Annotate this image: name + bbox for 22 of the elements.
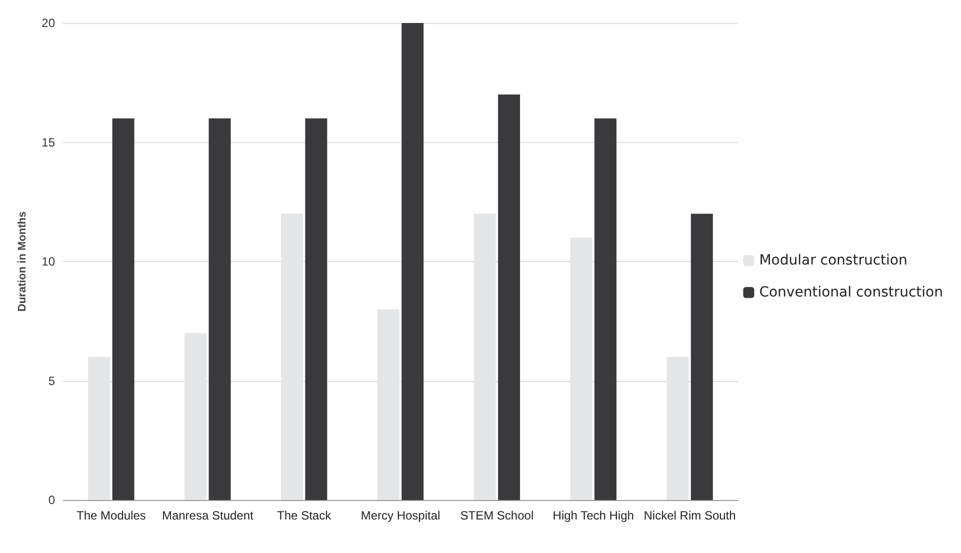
y-tick-label: 20 bbox=[42, 16, 56, 30]
bar bbox=[305, 118, 328, 500]
bar bbox=[498, 94, 520, 500]
y-tick-label: 0 bbox=[48, 493, 56, 507]
x-tick-label: The Modules bbox=[76, 508, 146, 522]
bar bbox=[690, 214, 713, 500]
bar bbox=[112, 118, 134, 500]
y-tick-label: 5 bbox=[48, 374, 56, 388]
legend-label: Conventional construction bbox=[759, 284, 944, 300]
bar bbox=[594, 118, 616, 500]
bar bbox=[402, 23, 424, 500]
x-tick-label: High Tech High bbox=[552, 508, 634, 522]
x-tick-label: STEM School bbox=[460, 508, 534, 522]
x-tick-label: Manresa Student bbox=[162, 508, 254, 522]
x-tick-label: The Stack bbox=[277, 508, 332, 522]
y-tick-label: 10 bbox=[42, 254, 56, 268]
y-tick-label: 15 bbox=[42, 135, 56, 150]
legend-label: Modular construction bbox=[759, 252, 908, 268]
bar bbox=[208, 118, 231, 500]
y-axis-title: Duration in Months bbox=[16, 211, 28, 312]
x-tick-label: Nickel Rim South bbox=[644, 508, 736, 522]
x-tick-label: Mercy Hospital bbox=[360, 508, 440, 522]
